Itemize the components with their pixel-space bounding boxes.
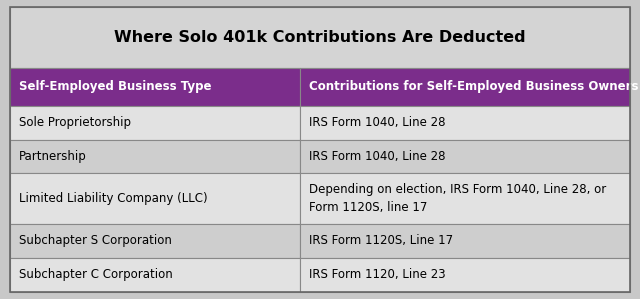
Bar xyxy=(300,68,630,106)
Bar xyxy=(10,7,630,68)
Bar xyxy=(10,224,300,258)
Text: IRS Form 1040, Line 28: IRS Form 1040, Line 28 xyxy=(309,150,445,163)
Bar xyxy=(300,224,630,258)
Text: Sole Proprietorship: Sole Proprietorship xyxy=(19,116,131,129)
Text: Contributions for Self-Employed Business Owners: Contributions for Self-Employed Business… xyxy=(309,80,639,93)
Text: Subchapter S Corporation: Subchapter S Corporation xyxy=(19,234,172,247)
Bar xyxy=(10,106,300,140)
Bar xyxy=(10,258,300,292)
Bar xyxy=(300,140,630,173)
Text: IRS Form 1120, Line 23: IRS Form 1120, Line 23 xyxy=(309,268,445,281)
Bar xyxy=(300,173,630,224)
Text: Subchapter C Corporation: Subchapter C Corporation xyxy=(19,268,173,281)
Bar xyxy=(10,140,300,173)
Text: Partnership: Partnership xyxy=(19,150,87,163)
Text: IRS Form 1040, Line 28: IRS Form 1040, Line 28 xyxy=(309,116,445,129)
Bar xyxy=(300,258,630,292)
Text: Limited Liability Company (LLC): Limited Liability Company (LLC) xyxy=(19,192,208,205)
Text: IRS Form 1120S, Line 17: IRS Form 1120S, Line 17 xyxy=(309,234,453,247)
Bar xyxy=(300,106,630,140)
Text: Where Solo 401k Contributions Are Deducted: Where Solo 401k Contributions Are Deduct… xyxy=(114,30,526,45)
Text: Self-Employed Business Type: Self-Employed Business Type xyxy=(19,80,212,93)
Bar xyxy=(10,173,300,224)
Bar xyxy=(10,68,300,106)
Text: Depending on election, IRS Form 1040, Line 28, or
Form 1120S, line 17: Depending on election, IRS Form 1040, Li… xyxy=(309,183,606,214)
